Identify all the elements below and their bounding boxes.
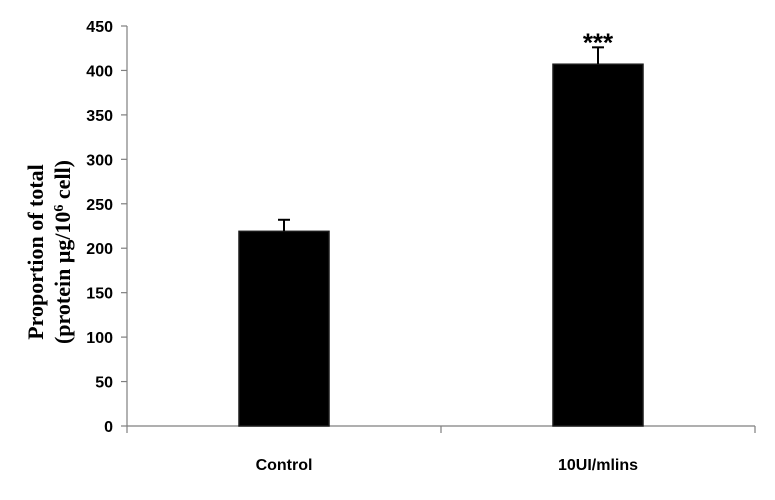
y-tick-label: 100 [86,330,113,347]
y-tick-label: 0 [104,419,113,436]
y-axis-label-units: (protein μg/106 cell) [50,160,75,344]
bar [552,63,644,427]
y-tick-label: 50 [95,375,113,392]
y-axis-label-line1: Proportion of total [23,164,48,340]
y-axis: 0 50 100 150 200 250 300 350 400 450 [86,19,128,436]
y-axis-label-units-sup: 6 [52,205,67,212]
significance-label: *** [583,27,614,57]
y-axis-label-units-prefix: (protein μg/10 [50,212,75,344]
y-tick-label: 200 [86,241,113,258]
x-axis: Control 10UI/mlins [126,425,756,474]
y-tick-label: 150 [86,286,113,303]
y-tick-label: 350 [86,108,113,125]
bars: *** [238,27,644,427]
bar [238,230,330,427]
y-axis-label: Proportion of total [23,164,48,340]
x-tick-label: 10UI/mlins [558,457,638,474]
x-tick-label: Control [256,457,313,474]
y-axis-label-units-suffix: cell) [50,160,75,205]
y-tick-label: 450 [86,19,113,36]
y-tick-label: 300 [86,152,113,169]
y-tick-label: 250 [86,197,113,214]
y-tick-label: 400 [86,63,113,80]
